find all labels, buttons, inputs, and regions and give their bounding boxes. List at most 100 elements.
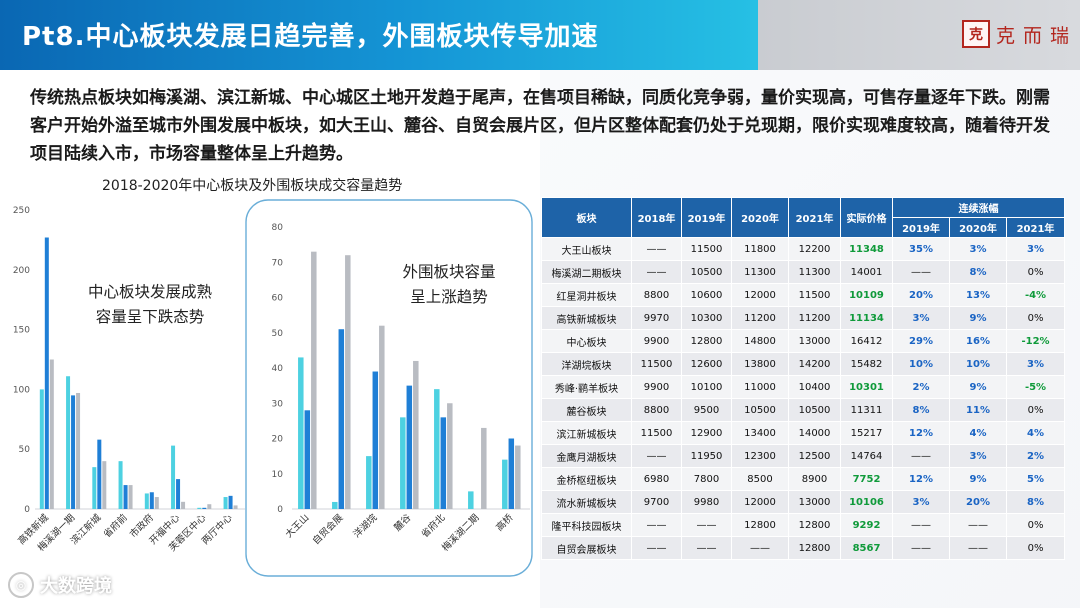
table-cell-y2018: 9700	[631, 490, 682, 514]
y-tick-label: 100	[13, 385, 30, 395]
price-table-container: 板块 2018年 2019年 2020年 2021年 实际价格 连续涨幅 201…	[541, 197, 1066, 560]
table-cell-g2019: ——	[892, 260, 950, 284]
table-cell-y2021: 10400	[788, 375, 841, 399]
table-row: 金鹰月湖板块 —— 11950 12300 12500 14764 —— 3% 2%	[541, 444, 1066, 468]
header-2021: 2021年	[788, 197, 841, 238]
table-row: 梅溪湖二期板块 —— 10500 11300 11300 14001 —— 8% 0%	[541, 260, 1066, 284]
category-label: 省府北	[419, 511, 448, 540]
y-tick-label: 60	[272, 294, 284, 304]
brand-name: 克而瑞	[996, 24, 1078, 47]
header-gray-band	[758, 0, 1080, 70]
table-cell-g2019: 3%	[892, 490, 950, 514]
table-cell-y2020: 12300	[731, 444, 789, 468]
bar	[228, 495, 233, 509]
table-cell-y2019: ——	[681, 513, 732, 537]
table-cell-g2021: 0%	[1005, 398, 1066, 422]
table-cell-y2018: 9900	[631, 329, 682, 353]
bar	[97, 439, 102, 509]
table-row: 流水新城板块 9700 9980 12000 13000 10106 3% 20% 8%	[541, 490, 1066, 514]
table-cell-y2020: 12800	[731, 513, 789, 537]
table-cell-y2019: 7800	[681, 467, 732, 491]
category-label: 省府前	[101, 512, 130, 541]
watermark: ◎ 大数跨境	[8, 572, 112, 598]
bar	[481, 427, 487, 509]
table-cell-y2019: 10600	[681, 283, 732, 307]
table-cell-block: 中心板块	[541, 329, 632, 353]
table-row: 大王山板块 —— 11500 11800 12200 11348 35% 3% 3%	[541, 237, 1066, 261]
bar	[202, 507, 207, 509]
table-cell-g2020: 3%	[949, 237, 1007, 261]
table-cell-y2018: ——	[631, 513, 682, 537]
brand: 克 克而瑞	[962, 20, 1077, 48]
bar	[372, 371, 379, 509]
table-cell-g2019: 3%	[892, 306, 950, 330]
header-band	[0, 0, 758, 70]
table-cell-g2021: 3%	[1005, 352, 1066, 376]
header-growth-2019: 2019年	[892, 217, 950, 238]
table-cell-block: 洋湖垸板块	[541, 352, 632, 376]
table-cell-g2020: 9%	[949, 306, 1007, 330]
table-row: 滨江新城板块 11500 12900 13400 14000 15217 12% 4% 4%	[541, 421, 1066, 445]
header-growth-2021: 2021年	[1005, 217, 1066, 238]
table-cell-g2019: ——	[892, 513, 950, 537]
table-cell-price: 10301	[840, 375, 893, 399]
bar	[508, 438, 515, 509]
table-cell-y2018: 9970	[631, 306, 682, 330]
table-cell-y2018: 11500	[631, 352, 682, 376]
table-cell-g2019: 35%	[892, 237, 950, 261]
table-cell-y2020: 11300	[731, 260, 789, 284]
bar	[71, 395, 76, 509]
table-cell-g2019: 8%	[892, 398, 950, 422]
bar	[207, 504, 212, 509]
chart-annotation: 呈上涨趋势	[410, 288, 488, 306]
bar	[154, 497, 159, 509]
table-cell-y2019: 12800	[681, 329, 732, 353]
bar	[49, 359, 54, 509]
table-cell-block: 自贸会展板块	[541, 536, 632, 560]
bar	[406, 385, 413, 509]
table-row: 麓谷板块 8800 9500 10500 10500 11311 8% 11% 0%	[541, 398, 1066, 422]
table-cell-block: 高铁新城板块	[541, 306, 632, 330]
watermark-text: 大数跨境	[40, 576, 112, 597]
bar	[447, 403, 453, 509]
table-cell-g2019: ——	[892, 444, 950, 468]
table-cell-price: 11311	[840, 398, 893, 422]
bar	[181, 501, 186, 509]
bar	[197, 507, 202, 509]
header-2018: 2018年	[631, 197, 682, 238]
table-cell-y2021: 8900	[788, 467, 841, 491]
table-cell-y2020: 11200	[731, 306, 789, 330]
table-cell-y2018: ——	[631, 444, 682, 468]
bar	[39, 389, 44, 509]
category-label: 自贸会展	[310, 511, 346, 547]
table-row: 高铁新城板块 9970 10300 11200 11200 11134 3% 9% 0%	[541, 306, 1066, 330]
bar	[413, 360, 419, 509]
table-cell-y2018: 9900	[631, 375, 682, 399]
table-cell-price: 15482	[840, 352, 893, 376]
table-cell-block: 红星洞井板块	[541, 283, 632, 307]
table-cell-block: 流水新城板块	[541, 490, 632, 514]
center-blocks-chart: 050100150200250高铁新城梅溪湖一期滨江新城省府前市政府开福中心芙蓉…	[13, 206, 245, 554]
table-cell-y2021: 12800	[788, 536, 841, 560]
bar	[44, 237, 49, 509]
bar	[345, 255, 351, 509]
table-cell-y2019: 12600	[681, 352, 732, 376]
bar	[176, 479, 181, 509]
table-cell-price: 15217	[840, 421, 893, 445]
table-cell-price: 14001	[840, 260, 893, 284]
category-label: 大王山	[283, 512, 312, 541]
table-cell-y2018: ——	[631, 260, 682, 284]
table-cell-g2019: 20%	[892, 283, 950, 307]
table-cell-g2020: 3%	[949, 444, 1007, 468]
bar	[144, 493, 149, 509]
table-cell-g2019: 10%	[892, 352, 950, 376]
table-cell-g2019: 2%	[892, 375, 950, 399]
table-cell-y2020: 12000	[731, 283, 789, 307]
category-label: 洋湖垸	[351, 511, 380, 540]
table-cell-y2020: 13400	[731, 421, 789, 445]
table-cell-y2019: 10100	[681, 375, 732, 399]
chart-annotation: 外围板块容量	[402, 263, 495, 281]
table-cell-g2021: 8%	[1005, 490, 1066, 514]
y-tick-label: 10	[272, 470, 284, 480]
table-cell-g2020: 10%	[949, 352, 1007, 376]
